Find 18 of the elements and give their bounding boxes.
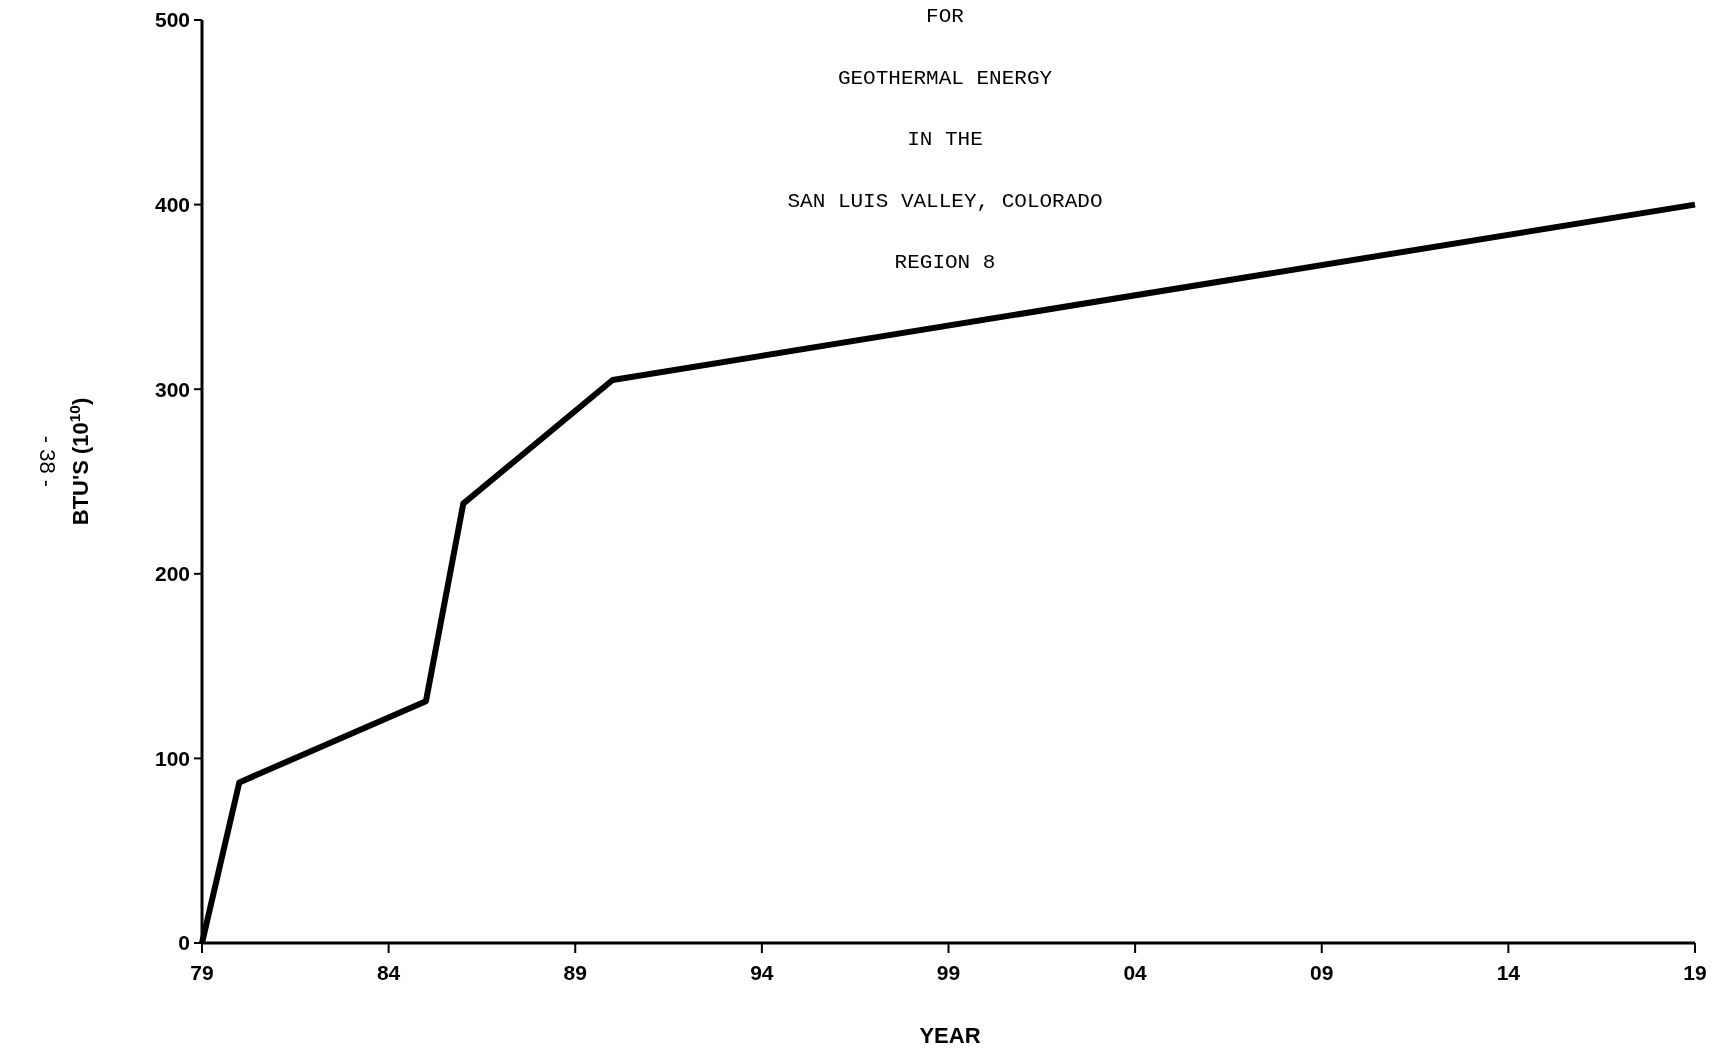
y-tick-label: 200 — [154, 562, 190, 586]
x-tick-label: 89 — [563, 961, 587, 984]
x-tick-label: 94 — [750, 961, 774, 984]
x-tick-label: 14 — [1496, 961, 1521, 984]
y-tick-label: 500 — [154, 8, 190, 32]
y-tick-label: 0 — [178, 931, 190, 955]
x-tick-label: 09 — [1310, 961, 1334, 984]
chart-title: FOR GEOTHERMAL ENERGY IN THE SAN LUIS VALLEY, COLORADO REGION 8 — [787, 5, 1103, 274]
x-axis-title: YEAR — [919, 1023, 981, 1048]
y-tick-label: 100 — [154, 746, 190, 770]
x-tick-label: 84 — [376, 961, 401, 984]
y-tick-label: 400 — [154, 192, 190, 216]
x-tick-label: 79 — [190, 961, 214, 984]
y-tick-label: 300 — [154, 377, 190, 401]
x-tick-label: 04 — [1123, 961, 1148, 984]
text: - 38 - — [35, 435, 60, 488]
x-tick-label: 19 — [1683, 961, 1707, 984]
x-tick-label: 99 — [936, 961, 961, 984]
